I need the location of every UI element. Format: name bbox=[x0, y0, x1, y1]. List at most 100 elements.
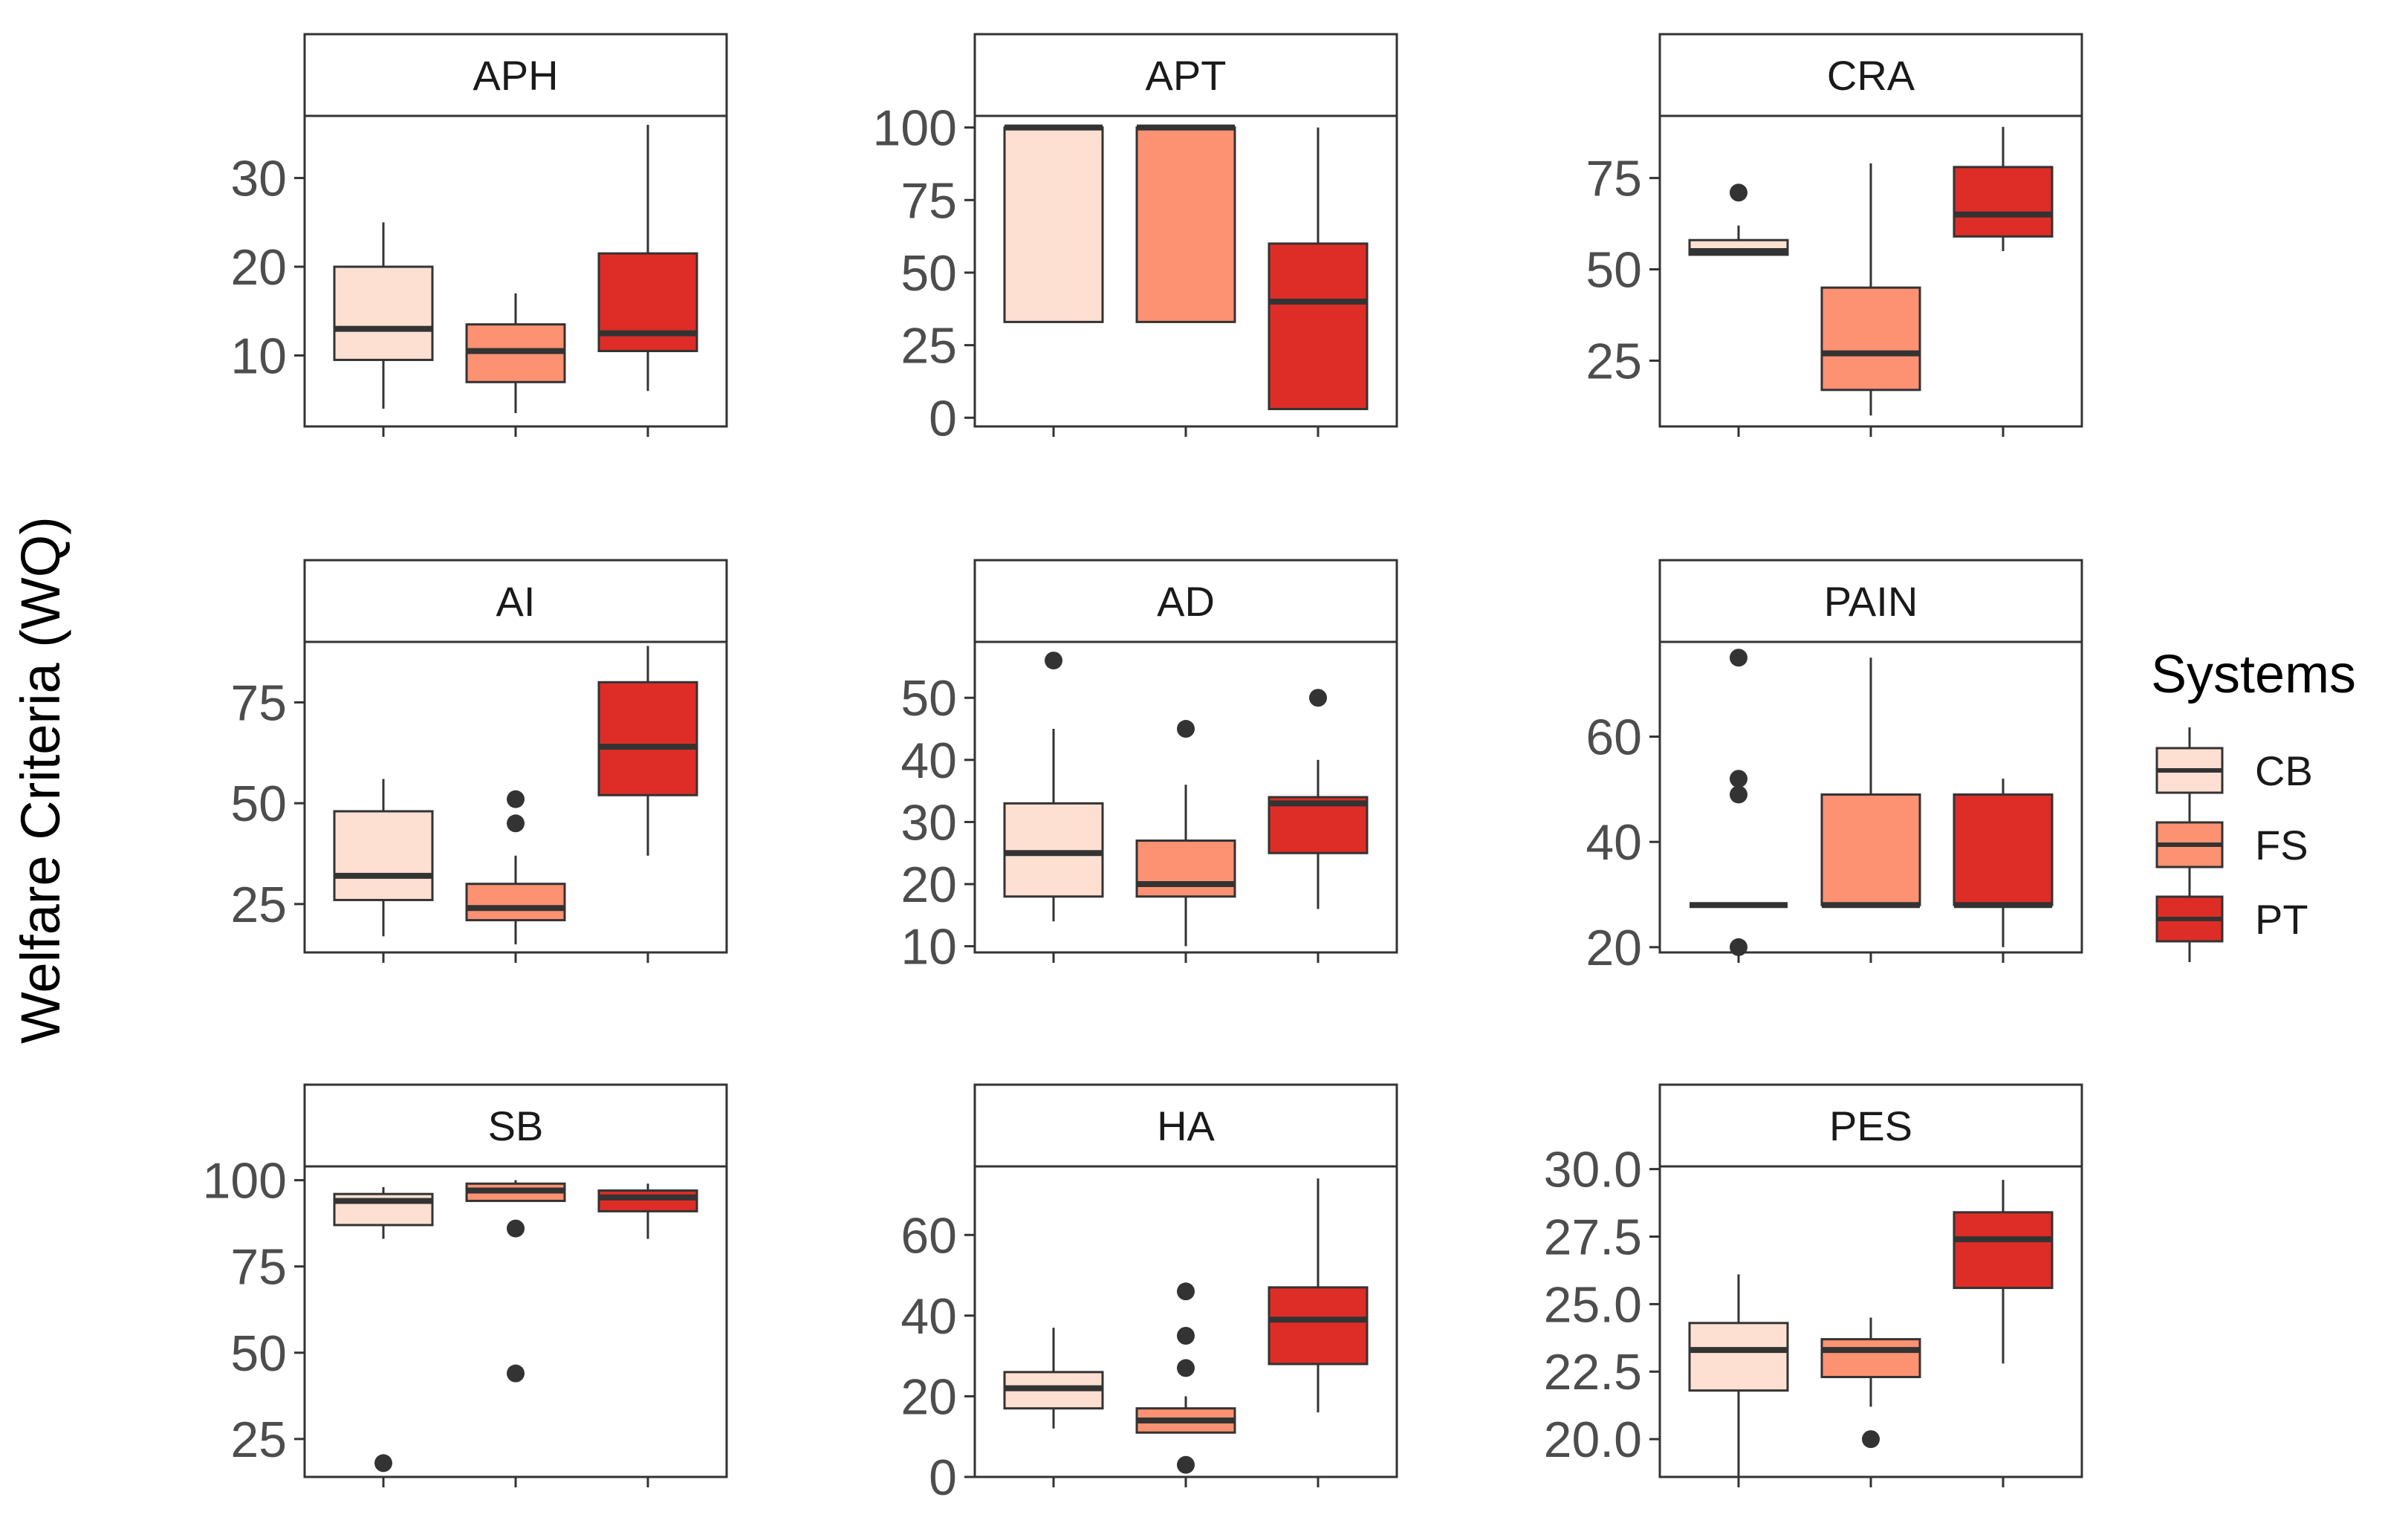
y-tick-label: 20.0 bbox=[1544, 1412, 1642, 1468]
box-body bbox=[333, 265, 434, 361]
y-tick-label: 30 bbox=[230, 151, 287, 207]
box-cb bbox=[333, 222, 434, 409]
strip-label-apt: APT bbox=[1146, 52, 1227, 99]
y-tick-label: 27.5 bbox=[1544, 1209, 1642, 1266]
panels-group: APH102030APT0255075100CRA255075AI255075A… bbox=[203, 33, 2083, 1506]
y-tick-label: 25 bbox=[230, 877, 287, 933]
legend: Systems CB FS PT bbox=[2151, 645, 2356, 962]
box-body bbox=[1953, 793, 2054, 906]
box-cb bbox=[1688, 184, 1789, 256]
legend-item-fs: FS bbox=[2155, 802, 2308, 888]
legend-label-cb: CB bbox=[2255, 747, 2313, 794]
panel-apt: APT 0 25 50 75 100 bbox=[873, 33, 1398, 446]
box-body bbox=[1135, 126, 1236, 323]
y-tick-label: 40 bbox=[900, 1288, 957, 1345]
outlier-point bbox=[507, 814, 525, 833]
strip-label-ad: AD bbox=[1157, 578, 1215, 625]
box-pt bbox=[597, 1183, 698, 1239]
box-body bbox=[1268, 796, 1369, 854]
outlier-point bbox=[374, 1454, 392, 1472]
strip-label-sb: SB bbox=[488, 1103, 544, 1149]
strip-ad bbox=[973, 559, 1398, 643]
box-pt bbox=[597, 646, 698, 856]
box-body bbox=[597, 252, 698, 352]
y-tick-label: 20 bbox=[1586, 920, 1642, 976]
y-tick-label: 30 bbox=[900, 794, 957, 851]
box-body bbox=[1820, 1338, 1921, 1379]
outlier-point bbox=[1177, 720, 1195, 738]
box-cb bbox=[1688, 1274, 1789, 1480]
y-tick-label: 40 bbox=[900, 733, 957, 789]
y-tick-label: 75 bbox=[230, 675, 287, 731]
outlier-point bbox=[1177, 1359, 1195, 1377]
box-body bbox=[597, 1189, 698, 1212]
box-body bbox=[1135, 840, 1236, 898]
outlier-point bbox=[507, 790, 525, 808]
y-tick-label: 50 bbox=[1586, 242, 1642, 299]
box-cb bbox=[1003, 652, 1104, 922]
box-cb bbox=[1003, 124, 1104, 323]
strip-ha bbox=[973, 1083, 1398, 1168]
box-cb bbox=[1003, 1328, 1104, 1429]
y-tick-label: 75 bbox=[900, 172, 957, 229]
y-tick-label: 50 bbox=[900, 670, 957, 727]
box-body bbox=[1820, 286, 1921, 392]
strip-label-aph: APH bbox=[473, 52, 558, 99]
y-tick-label: 75 bbox=[1586, 151, 1642, 207]
strip-pain bbox=[1658, 559, 2083, 643]
box-body bbox=[1003, 802, 1104, 898]
box-fs bbox=[465, 293, 566, 414]
box-fs bbox=[1135, 1282, 1236, 1474]
y-tick-label: 50 bbox=[230, 1325, 287, 1382]
panel-pain: PAIN 20 40 60 bbox=[1586, 559, 2083, 976]
y-tick-label: 20 bbox=[230, 239, 287, 296]
box-fs bbox=[1820, 1317, 1921, 1449]
panel-sb: SB 25 50 75 100 bbox=[203, 1083, 728, 1487]
box-fs bbox=[465, 790, 566, 945]
strip-aph bbox=[303, 33, 728, 117]
outlier-point bbox=[1730, 938, 1747, 956]
legend-item-cb: CB bbox=[2155, 727, 2313, 814]
y-tick-label: 100 bbox=[873, 100, 957, 157]
box-cb bbox=[1690, 649, 1788, 956]
y-tick-label: 22.5 bbox=[1544, 1344, 1642, 1400]
outlier-point bbox=[1730, 785, 1747, 804]
box-pt bbox=[1268, 1178, 1369, 1413]
y-tick-label: 75 bbox=[230, 1239, 287, 1296]
box-fs bbox=[1135, 720, 1236, 946]
strip-sb bbox=[303, 1083, 728, 1168]
strip-label-ha: HA bbox=[1157, 1103, 1215, 1149]
box-body bbox=[465, 883, 566, 922]
box-pt bbox=[1953, 1180, 2054, 1364]
strip-label-pes: PES bbox=[1829, 1103, 1912, 1149]
y-tick-label: 25 bbox=[1586, 333, 1642, 389]
legend-item-pt: PT bbox=[2155, 876, 2308, 962]
box-body bbox=[333, 810, 434, 901]
strip-pes bbox=[1658, 1083, 2083, 1168]
strip-label-pain: PAIN bbox=[1824, 578, 1918, 625]
y-tick-label: 60 bbox=[1586, 709, 1642, 766]
box-pt bbox=[1268, 127, 1369, 411]
strip-label-cra: CRA bbox=[1827, 52, 1915, 99]
box-pt bbox=[1268, 689, 1369, 909]
y-tick-label: 30.0 bbox=[1544, 1142, 1642, 1198]
y-tick-label: 100 bbox=[203, 1153, 287, 1209]
box-cb bbox=[333, 779, 434, 937]
outlier-point bbox=[1309, 689, 1327, 707]
outlier-point bbox=[1177, 1327, 1195, 1345]
outlier-point bbox=[507, 1364, 525, 1383]
y-tick-label: 60 bbox=[900, 1207, 957, 1264]
box-cb bbox=[333, 1186, 434, 1472]
outlier-point bbox=[507, 1219, 525, 1238]
box-body bbox=[1953, 166, 2054, 238]
panel-ha: HA 0 20 40 60 bbox=[900, 1083, 1398, 1506]
y-tick-label: 0 bbox=[929, 390, 957, 446]
y-tick-label: 20 bbox=[900, 857, 957, 913]
outlier-point bbox=[1730, 184, 1747, 202]
outlier-point bbox=[1730, 649, 1747, 667]
outlier-point bbox=[1177, 1282, 1195, 1301]
y-tick-label: 40 bbox=[1586, 814, 1642, 871]
box-body bbox=[1268, 1286, 1369, 1365]
box-pt bbox=[597, 124, 698, 392]
